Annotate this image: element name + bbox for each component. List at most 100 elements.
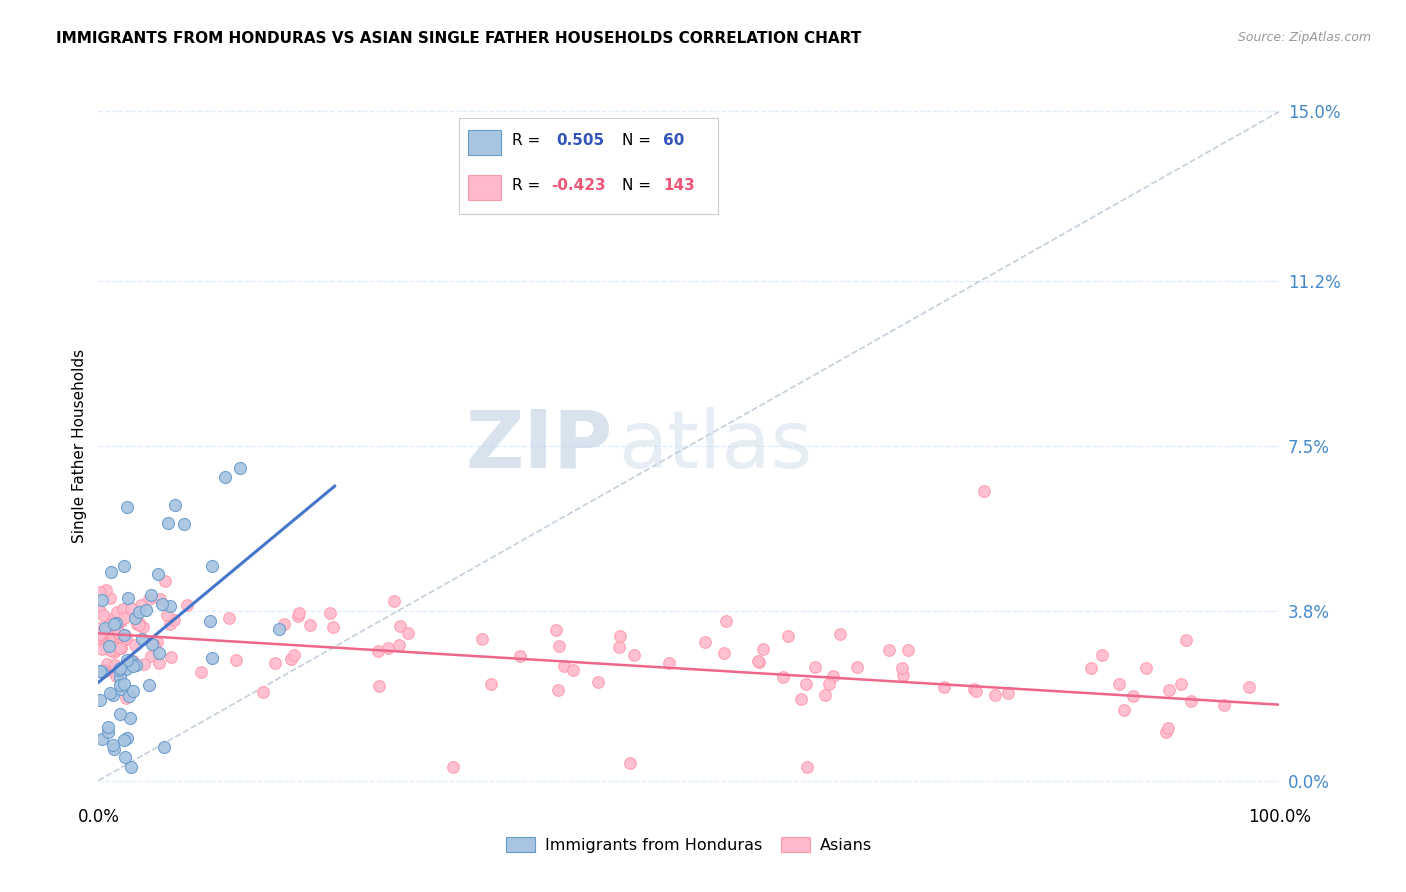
Point	[1157, 683, 1180, 698]
Point	[200, 614, 222, 628]
Point	[94, 664, 117, 678]
Point	[138, 591, 160, 606]
Point	[823, 669, 845, 683]
Point	[176, 598, 198, 612]
Point	[1154, 724, 1177, 739]
Point	[288, 607, 311, 621]
Point	[273, 617, 295, 632]
Point	[790, 691, 813, 706]
Point	[94, 621, 117, 635]
Point	[607, 640, 630, 655]
Point	[1080, 661, 1102, 675]
Point	[100, 615, 122, 629]
Point	[479, 677, 502, 691]
Point	[104, 633, 127, 648]
Point	[441, 760, 464, 774]
Point	[934, 680, 956, 694]
Point	[107, 625, 129, 640]
Point	[134, 657, 156, 671]
Point	[713, 646, 735, 660]
Point	[112, 558, 135, 573]
Point	[963, 681, 986, 696]
Point	[115, 652, 138, 666]
Point	[108, 664, 131, 678]
Text: 143: 143	[664, 178, 695, 193]
Point	[159, 650, 181, 665]
Point	[98, 591, 121, 605]
Point	[122, 659, 145, 673]
Point	[201, 559, 224, 574]
Point	[101, 629, 124, 643]
Point	[114, 662, 136, 676]
Point	[997, 686, 1019, 700]
Point	[1122, 689, 1144, 703]
Point	[89, 621, 111, 635]
Point	[252, 685, 274, 699]
Point	[122, 684, 145, 698]
Point	[471, 632, 494, 647]
Point	[124, 611, 146, 625]
Point	[89, 627, 111, 641]
Point	[377, 641, 399, 656]
Point	[804, 660, 827, 674]
Point	[110, 614, 132, 628]
Point	[547, 640, 569, 654]
Point	[105, 606, 128, 620]
Point	[218, 610, 240, 624]
Point	[101, 738, 124, 752]
Point	[214, 470, 236, 484]
Point	[103, 663, 125, 677]
Point	[89, 693, 111, 707]
Point	[108, 706, 131, 721]
Point	[103, 688, 125, 702]
Point	[695, 635, 717, 649]
Point	[104, 669, 127, 683]
Point	[90, 732, 112, 747]
Point	[382, 594, 405, 608]
Point	[150, 597, 173, 611]
Point	[877, 643, 900, 657]
Point	[110, 641, 132, 656]
Y-axis label: Single Father Households: Single Father Households	[72, 349, 87, 543]
Point	[1237, 680, 1260, 694]
Point	[1135, 661, 1157, 675]
Point	[299, 617, 322, 632]
Point	[120, 601, 142, 615]
Point	[776, 629, 799, 643]
Point	[90, 627, 112, 641]
Point	[89, 632, 111, 647]
Point	[367, 679, 389, 693]
Point	[125, 658, 148, 673]
Point	[388, 638, 411, 652]
FancyBboxPatch shape	[468, 175, 501, 200]
Point	[156, 608, 179, 623]
Point	[115, 731, 138, 745]
Point	[891, 668, 914, 682]
Point	[114, 632, 136, 646]
Point	[747, 654, 769, 668]
Point	[120, 655, 142, 669]
Point	[114, 611, 136, 625]
Point	[267, 622, 290, 636]
Point	[89, 585, 111, 599]
Point	[110, 670, 132, 684]
FancyBboxPatch shape	[458, 118, 718, 214]
Point	[107, 666, 129, 681]
Point	[110, 626, 132, 640]
Text: N =: N =	[621, 178, 655, 193]
Point	[139, 648, 162, 663]
Point	[112, 733, 135, 747]
Point	[103, 742, 125, 756]
Point	[1108, 677, 1130, 691]
Point	[148, 646, 170, 660]
Point	[818, 677, 841, 691]
Point	[98, 686, 121, 700]
Point	[89, 604, 111, 618]
Point	[280, 652, 302, 666]
Point	[658, 656, 681, 670]
Point	[117, 500, 139, 514]
Point	[173, 517, 195, 532]
Point	[110, 682, 132, 697]
Text: N =: N =	[621, 133, 655, 148]
Point	[619, 756, 641, 770]
